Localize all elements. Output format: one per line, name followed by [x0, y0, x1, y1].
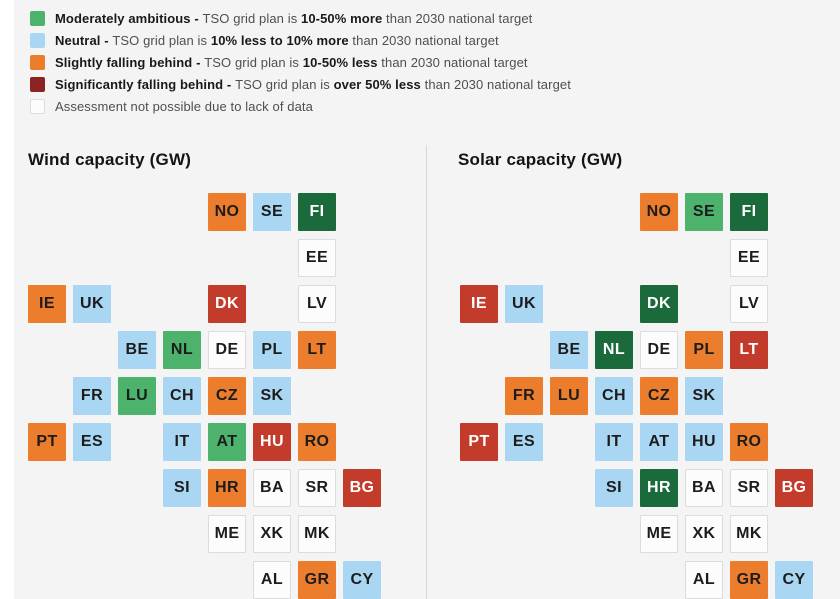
country-tile-si: SI — [595, 469, 633, 507]
panel-divider — [426, 145, 427, 599]
country-tile-lv: LV — [298, 285, 336, 323]
legend-item-label: Moderately ambitious - TSO grid plan is … — [55, 10, 533, 26]
country-tile-al: AL — [685, 561, 723, 599]
country-tile-it: IT — [163, 423, 201, 461]
legend: Moderately ambitious - TSO grid plan is … — [30, 7, 571, 117]
country-tile-al: AL — [253, 561, 291, 599]
country-tile-nl: NL — [163, 331, 201, 369]
country-tile-ch: CH — [595, 377, 633, 415]
country-tile-ba: BA — [253, 469, 291, 507]
country-tile-hu: HU — [685, 423, 723, 461]
left-edge-strip — [0, 0, 14, 599]
legend-item-label: Significantly falling behind - TSO grid … — [55, 76, 571, 92]
country-tile-hr: HR — [208, 469, 246, 507]
legend-item: Slightly falling behind - TSO grid plan … — [30, 51, 571, 73]
solar-panel-title: Solar capacity (GW) — [458, 150, 623, 169]
legend-swatch-neutral — [30, 32, 45, 48]
legend-swatch-nodata — [30, 98, 45, 114]
legend-swatch-slight — [30, 54, 45, 70]
country-tile-dk: DK — [208, 285, 246, 323]
legend-item-label: Slightly falling behind - TSO grid plan … — [55, 54, 528, 70]
country-tile-sr: SR — [298, 469, 336, 507]
country-tile-at: AT — [640, 423, 678, 461]
country-tile-fi: FI — [730, 193, 768, 231]
country-tile-me: ME — [208, 515, 246, 553]
wind-panel-title: Wind capacity (GW) — [28, 150, 192, 169]
country-tile-pl: PL — [685, 331, 723, 369]
country-tile-ee: EE — [298, 239, 336, 277]
country-tile-ro: RO — [298, 423, 336, 461]
country-tile-xk: XK — [253, 515, 291, 553]
country-tile-mk: MK — [298, 515, 336, 553]
country-tile-ro: RO — [730, 423, 768, 461]
legend-swatch-moderate — [30, 10, 45, 26]
country-tile-sk: SK — [253, 377, 291, 415]
country-tile-nl: NL — [595, 331, 633, 369]
country-tile-cz: CZ — [208, 377, 246, 415]
country-tile-lu: LU — [118, 377, 156, 415]
country-tile-uk: UK — [73, 285, 111, 323]
country-tile-cy: CY — [775, 561, 813, 599]
country-tile-be: BE — [550, 331, 588, 369]
country-tile-es: ES — [73, 423, 111, 461]
country-tile-at: AT — [208, 423, 246, 461]
country-tile-gr: GR — [730, 561, 768, 599]
country-tile-ie: IE — [28, 285, 66, 323]
country-tile-no: NO — [640, 193, 678, 231]
country-tile-pl: PL — [253, 331, 291, 369]
country-tile-se: SE — [253, 193, 291, 231]
country-tile-de: DE — [208, 331, 246, 369]
country-tile-sr: SR — [730, 469, 768, 507]
country-tile-fi: FI — [298, 193, 336, 231]
country-tile-lt: LT — [730, 331, 768, 369]
legend-item-label: Assessment not possible due to lack of d… — [55, 98, 313, 114]
country-tile-ee: EE — [730, 239, 768, 277]
country-tile-cy: CY — [343, 561, 381, 599]
country-tile-de: DE — [640, 331, 678, 369]
country-tile-no: NO — [208, 193, 246, 231]
country-tile-me: ME — [640, 515, 678, 553]
country-tile-cz: CZ — [640, 377, 678, 415]
country-tile-ie: IE — [460, 285, 498, 323]
country-tile-lt: LT — [298, 331, 336, 369]
country-tile-bg: BG — [775, 469, 813, 507]
legend-item-label: Neutral - TSO grid plan is 10% less to 1… — [55, 32, 499, 48]
country-tile-sk: SK — [685, 377, 723, 415]
legend-swatch-legend_significant — [30, 76, 45, 92]
legend-item: Significantly falling behind - TSO grid … — [30, 73, 571, 95]
country-tile-ba: BA — [685, 469, 723, 507]
country-tile-gr: GR — [298, 561, 336, 599]
country-tile-pt: PT — [28, 423, 66, 461]
country-tile-uk: UK — [505, 285, 543, 323]
legend-item: Moderately ambitious - TSO grid plan is … — [30, 7, 571, 29]
legend-item: Neutral - TSO grid plan is 10% less to 1… — [30, 29, 571, 51]
country-tile-bg: BG — [343, 469, 381, 507]
country-tile-dk: DK — [640, 285, 678, 323]
country-tile-be: BE — [118, 331, 156, 369]
country-tile-it: IT — [595, 423, 633, 461]
country-tile-fr: FR — [73, 377, 111, 415]
country-tile-ch: CH — [163, 377, 201, 415]
country-tile-se: SE — [685, 193, 723, 231]
country-tile-hr: HR — [640, 469, 678, 507]
country-tile-es: ES — [505, 423, 543, 461]
country-tile-lv: LV — [730, 285, 768, 323]
country-tile-mk: MK — [730, 515, 768, 553]
legend-item: Assessment not possible due to lack of d… — [30, 95, 571, 117]
country-tile-pt: PT — [460, 423, 498, 461]
country-tile-si: SI — [163, 469, 201, 507]
country-tile-hu: HU — [253, 423, 291, 461]
country-tile-lu: LU — [550, 377, 588, 415]
country-tile-fr: FR — [505, 377, 543, 415]
wind-tile-grid: NO SE FI EE IE UK DK LV BE NL DE PL LT FR LU CH CZ SK PT ES… — [28, 193, 381, 599]
solar-tile-grid: NO SE FI EE IE UK DK LV BE NL DE PL LT FR LU CH CZ SK PT ES… — [460, 193, 813, 599]
country-tile-xk: XK — [685, 515, 723, 553]
